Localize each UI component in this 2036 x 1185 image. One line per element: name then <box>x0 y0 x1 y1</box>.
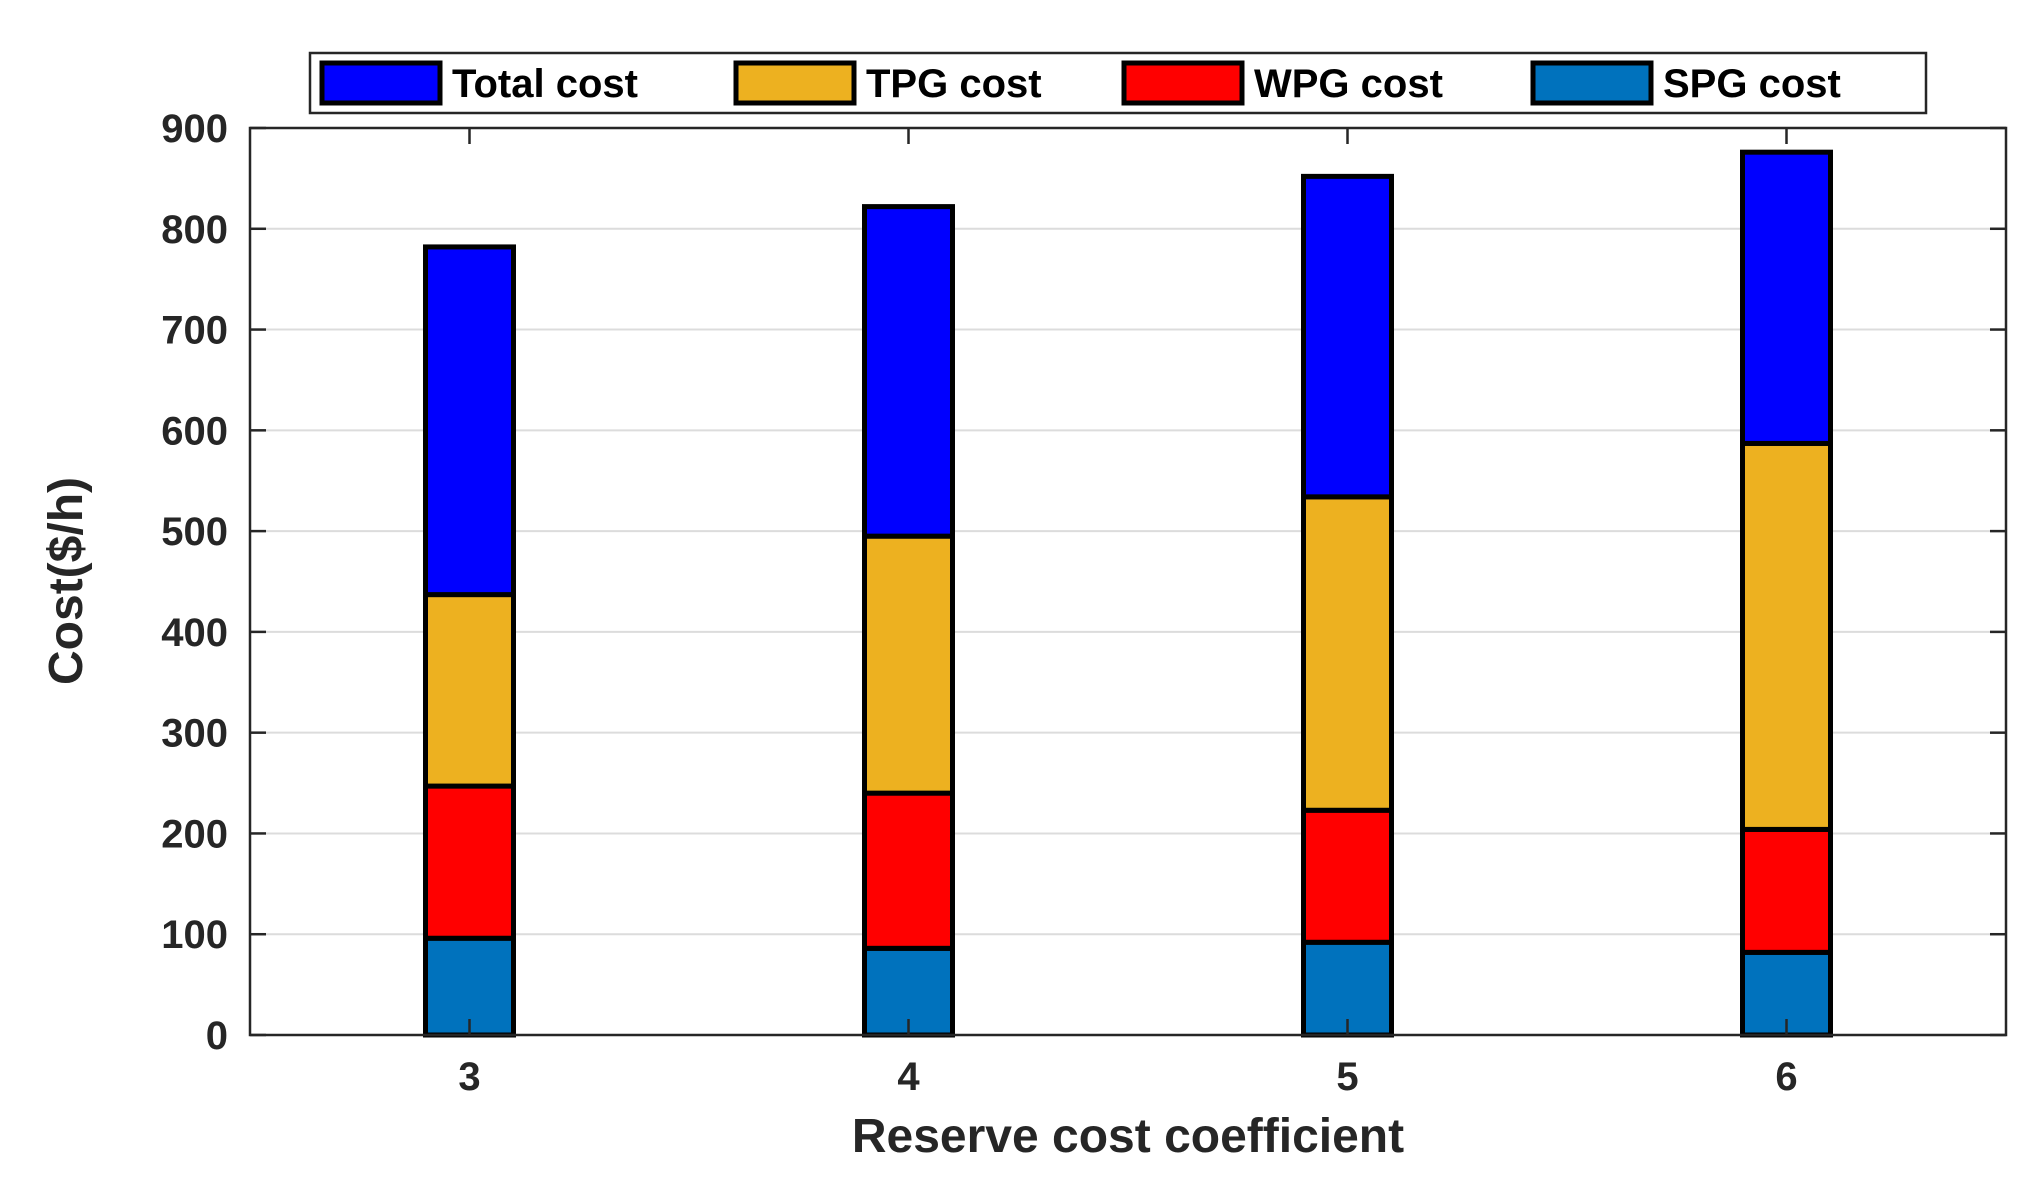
bar-wpg-cost-4 <box>862 790 955 951</box>
y-tick-label-600: 600 <box>161 409 228 453</box>
bar-total-cost-4 <box>862 204 955 539</box>
bar-tpg-cost-3 <box>423 592 516 789</box>
legend-label-spg-cost: SPG cost <box>1663 62 1841 106</box>
bar-total-cost-3 <box>423 244 516 598</box>
legend-label-total-cost: Total cost <box>452 62 638 106</box>
legend-swatch-tpg-cost <box>733 60 857 106</box>
x-tick-label-5: 5 <box>1336 1055 1358 1099</box>
legend-swatch-wpg-cost <box>1121 60 1245 106</box>
y-tick-label-900: 900 <box>161 107 228 151</box>
legend-label-tpg-cost: TPG cost <box>866 62 1042 106</box>
bar-spg-cost-3 <box>423 935 516 1038</box>
bar-wpg-cost-3 <box>423 783 516 941</box>
x-tick-label-4: 4 <box>897 1055 920 1099</box>
y-tick-label-400: 400 <box>161 611 228 655</box>
y-axis-title: Cost($/h) <box>40 477 93 685</box>
bar-wpg-cost-5 <box>1301 807 1394 945</box>
x-tick-label-3: 3 <box>458 1055 480 1099</box>
bar-tpg-cost-5 <box>1301 494 1394 813</box>
legend-label-wpg-cost: WPG cost <box>1254 62 1443 106</box>
legend-box <box>308 51 1928 115</box>
y-tick-label-200: 200 <box>161 812 228 856</box>
y-tick-label-0: 0 <box>206 1014 228 1058</box>
bar-wpg-cost-6 <box>1740 826 1833 955</box>
x-tick-label-6: 6 <box>1775 1055 1797 1099</box>
y-tick-label-700: 700 <box>161 309 228 353</box>
legend-swatch-spg-cost <box>1530 60 1654 106</box>
bar-total-cost-6 <box>1740 149 1833 446</box>
bars <box>423 149 1833 1038</box>
bar-tpg-cost-4 <box>862 533 955 796</box>
axis-ticks: 0 100 200 300 400 500 600 700 800 900 3 4 5 6 <box>161 107 2006 1099</box>
legend-swatch-total-cost <box>319 60 443 106</box>
y-tick-label-500: 500 <box>161 510 228 554</box>
gridlines <box>250 227 2006 936</box>
y-tick-label-300: 300 <box>161 712 228 756</box>
x-axis-title: Reserve cost coefficient <box>852 1110 1404 1163</box>
y-tick-label-100: 100 <box>161 913 228 957</box>
plot-area-frame <box>248 126 2008 1037</box>
bar-total-cost-5 <box>1301 173 1394 500</box>
legend: Total cost TPG cost WPG cost SPG cost <box>308 51 1928 115</box>
bar-tpg-cost-6 <box>1740 440 1833 832</box>
y-tick-label-800: 800 <box>161 208 228 252</box>
